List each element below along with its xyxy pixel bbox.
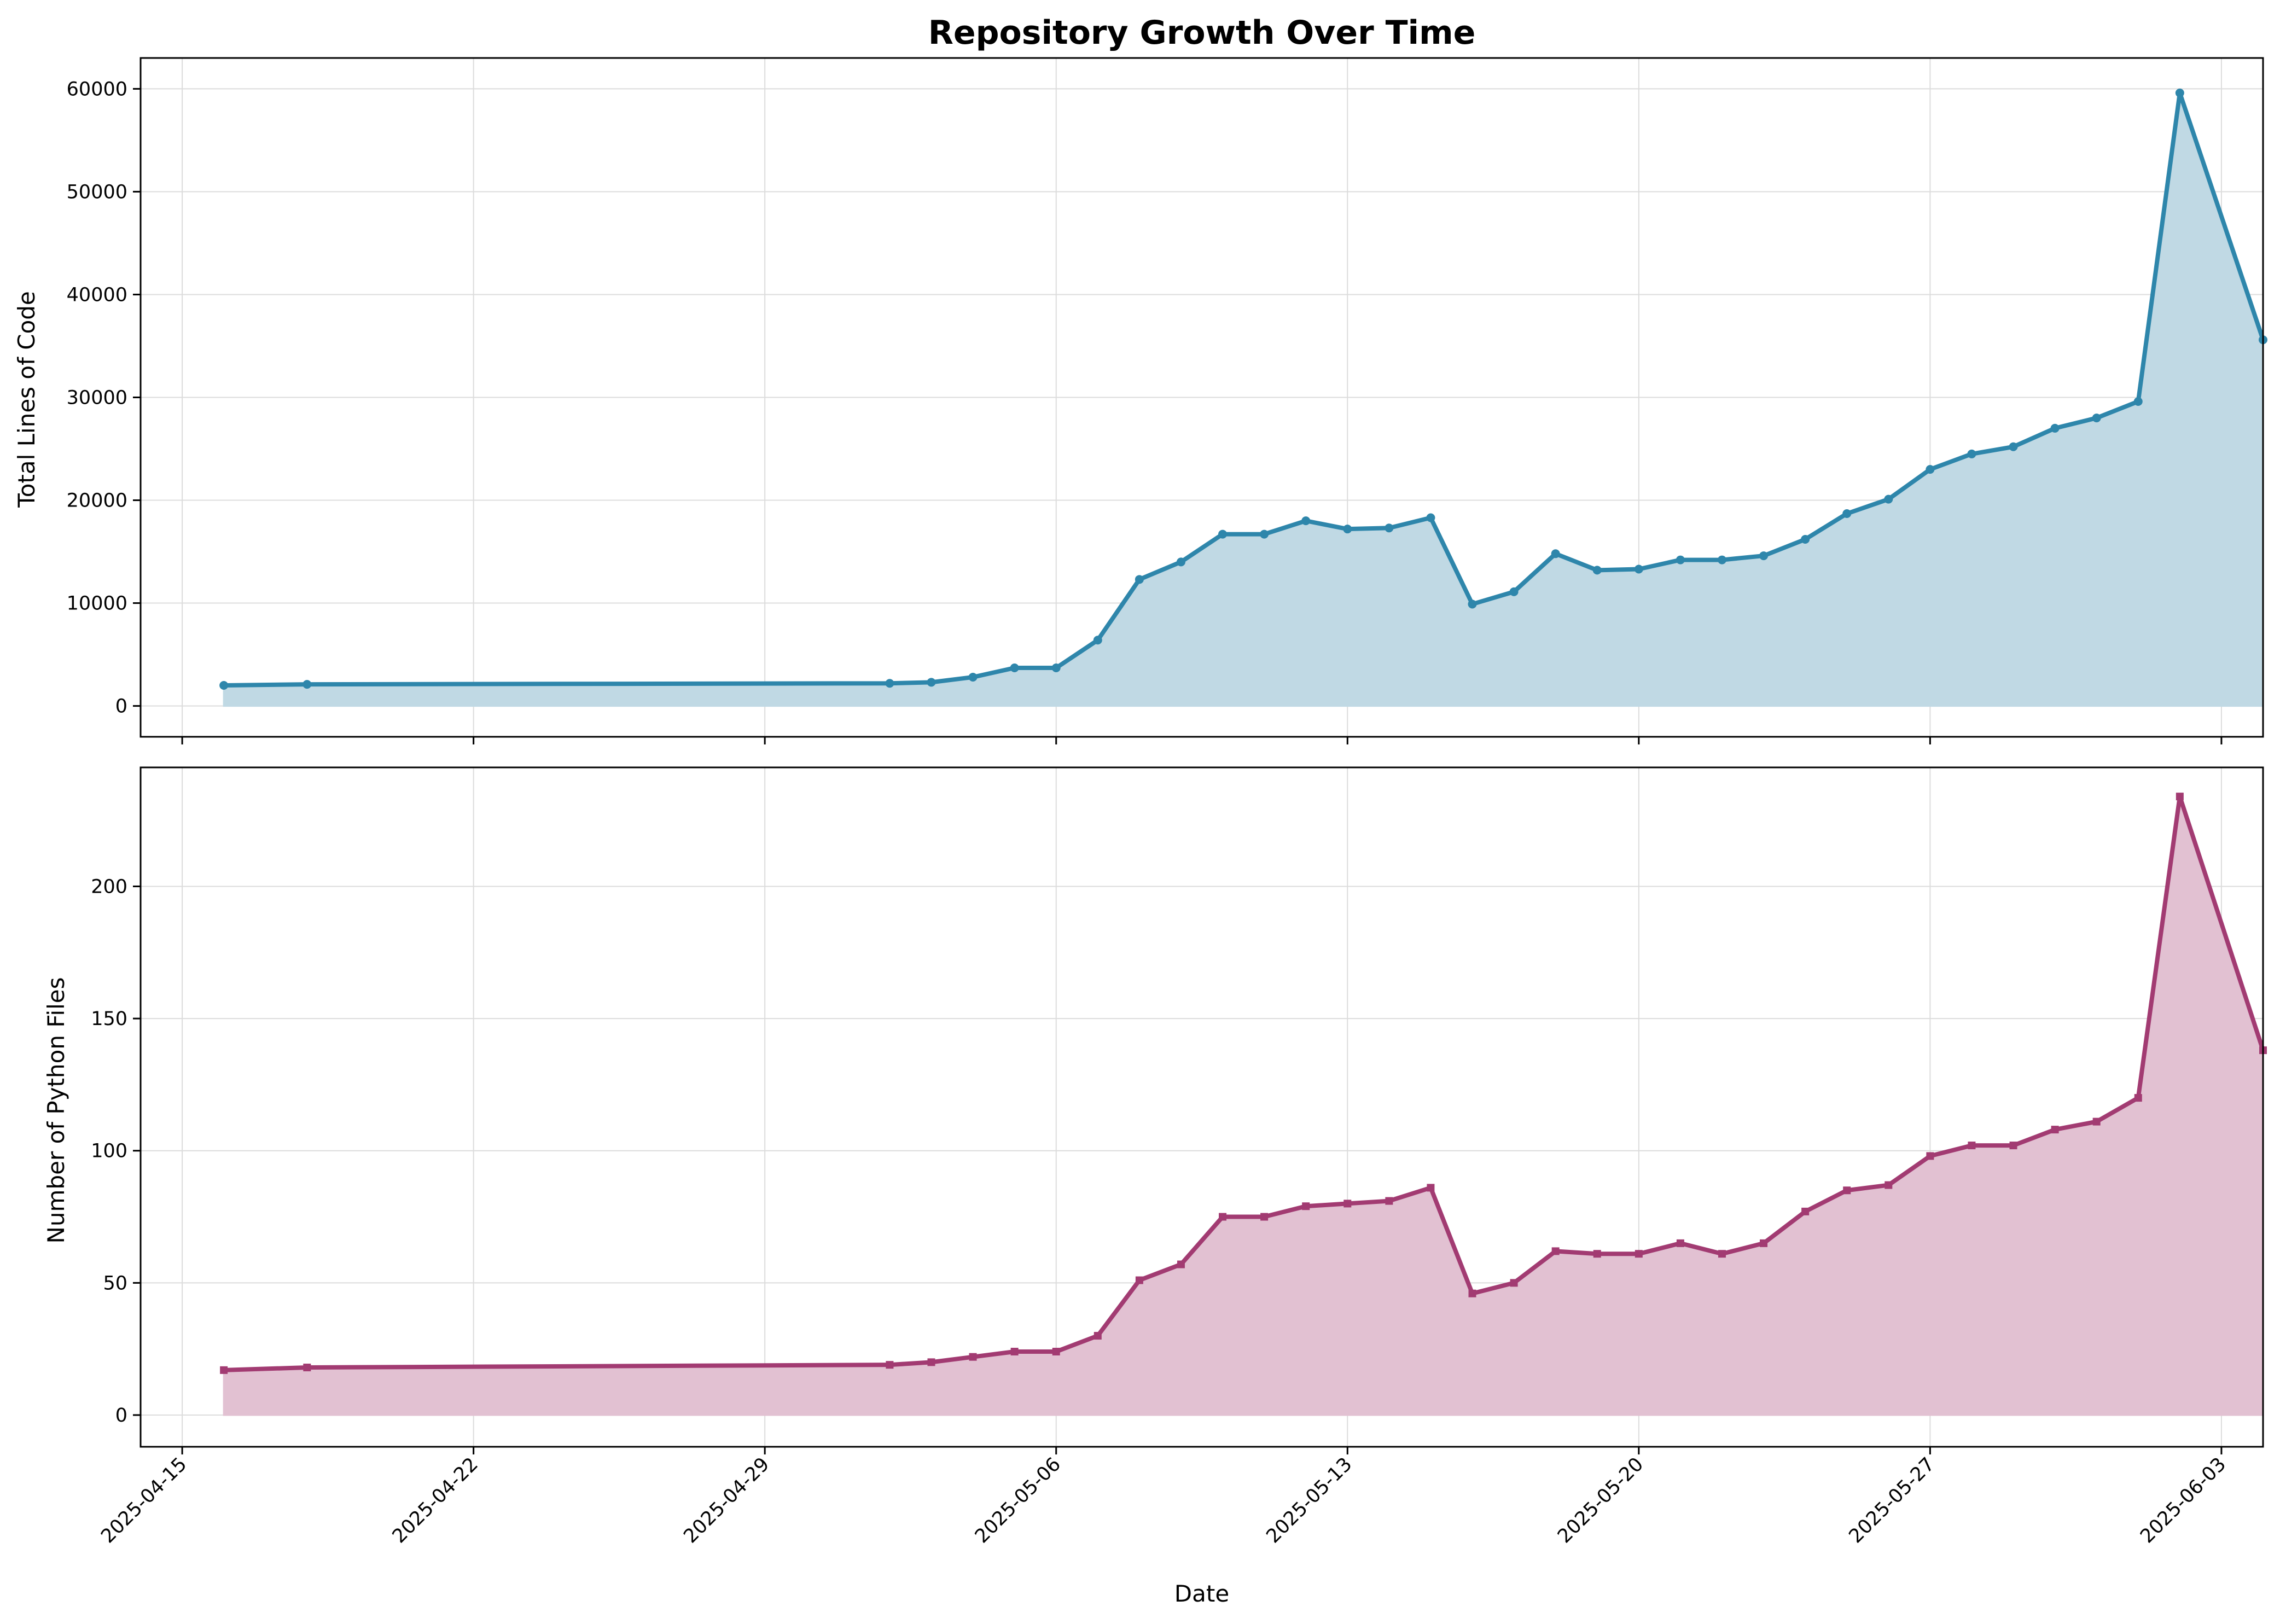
chart-title: Repository Growth Over Time [928, 14, 1476, 52]
data-point [1717, 555, 1726, 564]
data-point [1884, 494, 1893, 504]
data-point [1094, 1332, 1102, 1340]
data-point [1219, 1213, 1227, 1221]
data-point [886, 1361, 894, 1369]
data-point [1260, 1213, 1269, 1221]
data-point [1885, 1181, 1893, 1189]
y-tick-label: 30000 [67, 387, 127, 409]
y-axis-label-lines: Total Lines of Code [13, 291, 40, 508]
data-point [1135, 1276, 1143, 1284]
data-point [1843, 1186, 1851, 1195]
data-point [1510, 1279, 1518, 1287]
data-point [1260, 529, 1269, 539]
data-point [219, 680, 229, 690]
y-tick-label: 20000 [67, 490, 127, 512]
data-point [1093, 636, 1102, 645]
data-point [1801, 1207, 1810, 1215]
data-point [1177, 1260, 1185, 1268]
data-point [1343, 525, 1352, 534]
data-point [1634, 564, 1643, 574]
data-point [1551, 549, 1560, 558]
data-point [1926, 465, 1935, 474]
data-point [1135, 575, 1144, 584]
data-point [1676, 555, 1685, 564]
data-point [1343, 1200, 1352, 1208]
data-point [1010, 663, 1019, 673]
data-point [885, 679, 894, 688]
axes-frame [139, 766, 2264, 1448]
data-point [1842, 509, 1852, 518]
y-tick-label: 0 [115, 1405, 127, 1427]
data-point [1176, 557, 1185, 567]
data-point [1592, 566, 1602, 575]
data-point [1301, 516, 1311, 526]
data-point [1593, 1250, 1601, 1258]
data-point [1385, 523, 1394, 533]
data-point [2009, 442, 2018, 451]
data-point [1052, 1348, 1060, 1356]
data-point [1218, 529, 1228, 539]
data-point [1760, 1239, 1768, 1247]
data-point [1801, 534, 1810, 544]
data-point [1926, 1152, 1934, 1160]
data-point [968, 672, 978, 682]
y-tick-label: 40000 [67, 284, 127, 306]
data-point [969, 1353, 977, 1361]
data-point [1676, 1239, 1684, 1247]
y-tick-label: 100 [91, 1140, 127, 1162]
y-tick-label: 60000 [67, 78, 127, 100]
data-point [2176, 793, 2184, 801]
y-tick-label: 200 [91, 876, 127, 898]
y-tick-label: 10000 [67, 593, 127, 615]
data-point [1010, 1348, 1019, 1356]
data-point [927, 678, 936, 687]
y-tick-label: 50000 [67, 181, 127, 203]
data-point [2092, 1117, 2101, 1126]
data-point [2009, 1142, 2017, 1150]
data-point [1551, 1247, 1560, 1255]
data-point [927, 1358, 935, 1366]
data-point [2092, 414, 2101, 423]
data-point [1468, 1289, 1476, 1297]
data-point [2051, 1126, 2059, 1134]
y-tick-label: 0 [115, 696, 127, 718]
data-point [1759, 551, 1769, 561]
data-point [1427, 1184, 1435, 1192]
data-point [1385, 1197, 1393, 1205]
data-point [1509, 587, 1519, 596]
lines-of-code-panel: 0 10000 20000 30000 40000 50000 60000 [67, 57, 2267, 744]
data-point [2050, 423, 2060, 433]
x-axis-label: Date [1174, 1580, 1229, 1607]
data-point [1635, 1250, 1643, 1258]
data-point [1302, 1202, 1310, 1210]
data-point [2133, 397, 2143, 406]
data-point [2175, 88, 2184, 97]
data-point [1718, 1250, 1726, 1258]
data-point [220, 1366, 228, 1374]
data-point [1051, 663, 1061, 673]
y-tick-label: 150 [91, 1008, 127, 1030]
data-point [1426, 513, 1435, 522]
data-point [303, 680, 312, 689]
y-axis-label-files: Number of Python Files [43, 977, 69, 1244]
y-tick-label: 50 [103, 1272, 127, 1294]
data-point [1967, 449, 1976, 458]
data-point [303, 1364, 311, 1372]
data-point [1468, 599, 1477, 609]
data-point [1968, 1142, 1976, 1150]
data-point [2134, 1094, 2142, 1102]
